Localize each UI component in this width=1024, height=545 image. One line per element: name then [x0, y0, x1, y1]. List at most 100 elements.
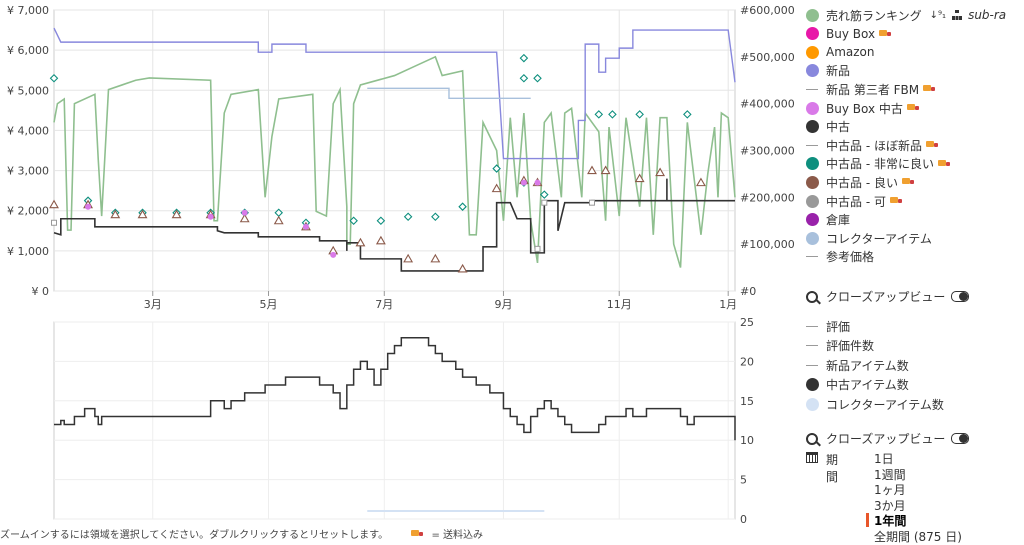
very-good-marker	[519, 73, 529, 83]
very-good-marker	[431, 212, 440, 222]
buybox-used-marker	[520, 179, 527, 186]
x-tick-label: 11月	[607, 298, 632, 311]
very-good-marker	[594, 110, 604, 119]
buybox-used-marker	[302, 223, 309, 230]
legend-top-item[interactable]: Buy Box 中古	[806, 100, 920, 116]
line-swatch-icon	[806, 325, 818, 327]
price-series-line	[53, 27, 736, 160]
legend-top-item[interactable]: 新品 第三者 FBM	[806, 81, 936, 97]
very-good-marker	[519, 53, 529, 63]
truck-icon	[889, 197, 903, 205]
good-marker	[600, 165, 611, 175]
very-good-marker	[49, 73, 59, 83]
legend-top-label: 中古品 - 良い	[826, 175, 898, 190]
legend-bottom-label: 評価件数	[826, 339, 875, 353]
dot-swatch-icon	[806, 378, 819, 391]
dot-swatch-icon	[806, 8, 819, 22]
toggle-icon[interactable]	[951, 291, 970, 302]
legend-bottom-label: 中古アイテム数	[826, 378, 909, 392]
line-swatch-icon	[806, 364, 818, 366]
closeup-view-label: クローズアップビュー	[826, 290, 946, 304]
period-option[interactable]: 1年間	[865, 513, 907, 528]
truck-icon	[925, 141, 939, 149]
count-tick-label: 20	[740, 355, 754, 368]
legend-top-item[interactable]: 売れ筋ランキング ↓⁹₁ sub-ra	[806, 7, 1006, 23]
calendar-icon	[806, 452, 818, 463]
category-tree-icon[interactable]	[952, 10, 963, 20]
period-option[interactable]: 1日	[874, 452, 894, 466]
legend-bottom-label: コレクターアイテム数	[826, 397, 944, 412]
closeup-view-toggle-bottom[interactable]: クローズアップビュー	[806, 430, 970, 447]
y-left-tick-label: ¥ 6,000	[7, 44, 49, 57]
dot-swatch-icon	[806, 64, 819, 78]
legend-top-item[interactable]: 中古品 - 良い	[806, 174, 915, 190]
legend-top-item[interactable]: コレクターアイテム	[806, 230, 932, 246]
y-left-tick-label: ¥ 3,000	[7, 165, 49, 178]
legend-top-item[interactable]: 参考価格	[806, 249, 874, 265]
closeup-view-toggle-top[interactable]: クローズアップビュー	[806, 288, 970, 305]
legend-top-item[interactable]: Buy Box	[806, 26, 892, 42]
legend-top-item[interactable]: 倉庫	[806, 212, 850, 228]
y-right-tick-label: #400,000	[740, 98, 795, 111]
magnifier-icon	[806, 432, 818, 445]
dot-swatch-icon	[806, 157, 819, 171]
magnifier-icon	[806, 290, 818, 303]
dot-swatch-icon	[806, 45, 819, 59]
legend-top-item[interactable]: Amazon	[806, 44, 875, 60]
dot-swatch-icon	[806, 194, 819, 208]
good-marker	[171, 209, 182, 219]
line-swatch-icon	[806, 345, 818, 346]
legend-top-item[interactable]: 中古品 - 可	[806, 193, 903, 209]
x-tick-label: 7月	[375, 298, 393, 311]
legend-top-label: Amazon	[826, 45, 875, 60]
toggle-icon[interactable]	[951, 433, 970, 444]
legend-top-label: 倉庫	[826, 213, 851, 228]
legend-bottom-label: 評価	[826, 319, 851, 334]
period-option[interactable]: 1週間	[874, 467, 906, 482]
x-tick-label: 1月	[719, 298, 737, 311]
y-right-tick-label: #600,000	[740, 4, 795, 17]
closeup-view-label: クローズアップビュー	[826, 432, 946, 446]
legend-top-item[interactable]: 中古	[806, 119, 850, 135]
good-marker	[655, 167, 666, 177]
period-option[interactable]: 全期間 (875 日)	[874, 529, 962, 544]
acceptable-marker	[588, 199, 595, 206]
dot-swatch-icon	[806, 175, 819, 189]
very-good-marker	[683, 110, 692, 119]
acceptable-marker	[51, 219, 57, 226]
legend-top-label: 中古品 - ほぼ新品	[826, 138, 922, 153]
truck-icon	[901, 178, 915, 186]
legend-bottom-item[interactable]: 評価	[806, 318, 850, 334]
legend-top-item[interactable]: 中古品 - 非常に良い	[806, 156, 951, 172]
shipping-included-note: = 送料込み	[431, 530, 484, 541]
legend-top-label: 中古品 - 可	[826, 194, 886, 209]
legend-bottom-item[interactable]: 中古アイテム数	[806, 377, 909, 393]
y-right-tick-label: #0	[740, 285, 756, 298]
very-good-marker	[608, 110, 617, 119]
legend-bottom-item[interactable]: 評価件数	[806, 338, 874, 354]
legend-bottom-item[interactable]: コレクターアイテム数	[806, 396, 944, 412]
x-tick-label: 5月	[260, 298, 278, 311]
sort-icon[interactable]: ↓⁹₁	[929, 9, 947, 21]
period-option[interactable]: 1ヶ月	[874, 483, 906, 497]
y-left-tick-label: ¥ 1,000	[7, 245, 49, 258]
legend-top-label: 新品	[826, 64, 851, 79]
chart-area[interactable]: ¥ 0 ¥ 1,000 ¥ 2,000 ¥ 3,000 ¥ 4,000 ¥ 5,000 ¥ …	[0, 0, 800, 542]
dot-swatch-icon	[806, 27, 819, 41]
buybox-used-marker	[330, 251, 337, 258]
legend-bottom-item[interactable]: 新品アイテム数	[806, 357, 909, 373]
acceptable-marker	[541, 199, 548, 206]
period-option[interactable]: 3か月	[874, 498, 906, 513]
price-series-line	[53, 178, 735, 272]
buybox-used-marker	[534, 179, 541, 186]
legend-top-label: 中古品 - 非常に良い	[826, 157, 934, 172]
period-label: 期間	[826, 453, 839, 484]
legend-top-item[interactable]: 中古品 - ほぼ新品	[806, 137, 939, 153]
good-marker	[375, 235, 386, 245]
x-tick-label: 9月	[494, 298, 512, 311]
y-left-tick-label: ¥ 0	[32, 285, 50, 298]
count-tick-label: 5	[740, 474, 747, 487]
legend-top-label: 参考価格	[826, 250, 875, 265]
sub-ranking-label[interactable]: sub-ra	[968, 8, 1007, 22]
legend-top-item[interactable]: 新品	[806, 63, 850, 79]
